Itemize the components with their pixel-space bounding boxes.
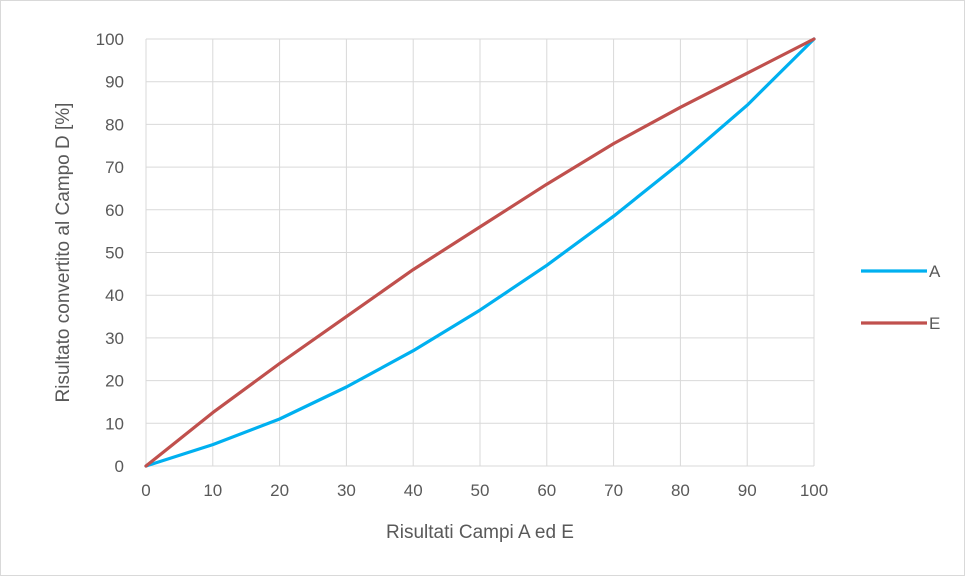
y-tick-label: 20 [105, 372, 124, 391]
y-tick-label: 40 [105, 286, 124, 305]
y-tick-label: 0 [115, 457, 124, 476]
x-axis-title: Risultati Campi A ed E [386, 522, 574, 543]
grid [145, 38, 815, 467]
x-tick-label: 10 [203, 481, 222, 500]
x-tick-label: 50 [471, 481, 490, 500]
y-tick-label: 10 [105, 414, 124, 433]
x-tick-label: 70 [604, 481, 623, 500]
y-axis: 0 10 20 30 40 50 60 70 80 90 100 [96, 30, 124, 476]
y-tick-label: 80 [105, 115, 124, 134]
x-tick-label: 30 [337, 481, 356, 500]
x-tick-label: 20 [270, 481, 289, 500]
y-tick-label: 60 [105, 201, 124, 220]
series-line-e [144, 37, 816, 468]
y-axis-title: Risultato convertito al Campo D [%] [53, 103, 74, 403]
series-layer [144, 37, 816, 468]
x-tick-label: 40 [404, 481, 423, 500]
legend-label-e: E [929, 314, 940, 333]
series-line-a [144, 37, 816, 468]
x-tick-label: 80 [671, 481, 690, 500]
x-tick-label: 0 [141, 481, 150, 500]
x-tick-label: 60 [537, 481, 556, 500]
legend-label-a: A [929, 262, 941, 281]
y-tick-label: 90 [105, 73, 124, 92]
y-tick-label: 70 [105, 158, 124, 177]
x-tick-label: 90 [738, 481, 757, 500]
legend: AE [861, 262, 941, 333]
y-tick-label: 100 [96, 30, 124, 49]
y-tick-label: 50 [105, 244, 124, 263]
y-tick-label: 30 [105, 329, 124, 348]
x-tick-label: 100 [800, 481, 828, 500]
x-axis: 0 10 20 30 40 50 60 70 80 90 100 [141, 481, 828, 500]
